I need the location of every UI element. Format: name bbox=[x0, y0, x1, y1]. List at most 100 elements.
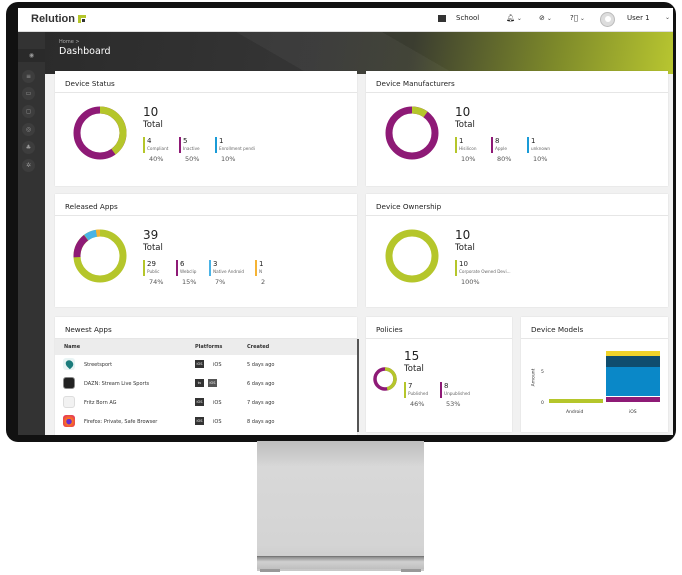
tvos-badge-icon: tv bbox=[195, 379, 204, 387]
y-tick-0: 0 bbox=[541, 401, 544, 406]
sidebar-item-apps[interactable]: ◻ bbox=[22, 105, 35, 118]
card-title: Device Manufacturers bbox=[366, 71, 668, 93]
released-apps-donut[interactable] bbox=[72, 228, 128, 284]
table-row[interactable]: DAZN: Stream Live Sports tv iOS 6 days a… bbox=[55, 374, 357, 393]
total-count: 10 bbox=[455, 105, 471, 119]
app-name: Fritz Born AG bbox=[84, 400, 117, 406]
devices-icon: ▭ bbox=[25, 90, 32, 97]
bar-android[interactable] bbox=[549, 399, 603, 403]
dashboard-icon: ◉ bbox=[28, 52, 35, 59]
legend-item-unpublished[interactable]: 8 Unpublished 53% bbox=[440, 382, 476, 408]
platform-text: iOS bbox=[213, 400, 222, 406]
breadcrumb[interactable]: Home > bbox=[59, 39, 80, 45]
chevron-down-icon: ⌄ bbox=[546, 14, 552, 22]
created-date: 6 days ago bbox=[247, 381, 275, 387]
chevron-down-icon: ⌄ bbox=[665, 14, 671, 21]
platform-text: iOS bbox=[213, 362, 222, 368]
legend-item-native-android[interactable]: 3 Native Android 7% bbox=[209, 260, 249, 286]
table-row[interactable]: Streetsport iOS iOS 5 days ago bbox=[55, 355, 357, 374]
monitor-stand-foot bbox=[257, 556, 424, 572]
top-bar: Relution School 🔔︎ ⌄ ⊘ ⌄ ?⃝ ⌄ User 1 ⌄ bbox=[18, 8, 673, 32]
building-icon bbox=[438, 14, 446, 22]
legend-item-enrollment[interactable]: 1 Enrollment pendi 10% bbox=[215, 137, 259, 163]
device-ownership-card: Device Ownership 10 Total 10 Corporate Ow… bbox=[366, 194, 668, 307]
user-name: User 1 bbox=[627, 14, 650, 22]
ios-badge-icon: iOS bbox=[195, 360, 204, 368]
device-manufacturers-card: Device Manufacturers 10 Total 1 Hisilicon… bbox=[366, 71, 668, 186]
policies-donut[interactable] bbox=[372, 366, 398, 392]
user-menu[interactable]: User 1 bbox=[627, 14, 650, 22]
bar-segment[interactable] bbox=[606, 351, 660, 356]
policies-card: Policies 15 Total 7 Published 46% 8 Unpubli… bbox=[366, 317, 512, 432]
total-label: Total bbox=[455, 243, 475, 253]
legend: 29 Public 74% 6 Webclip 15% 3 Native Android 7… bbox=[143, 260, 267, 286]
column-name[interactable]: Name bbox=[64, 344, 81, 350]
total-count: 15 bbox=[404, 349, 420, 363]
scrollbar[interactable] bbox=[357, 339, 359, 432]
legend-item-apple[interactable]: 8 Apple 80% bbox=[491, 137, 521, 163]
x-tick-ios: iOS bbox=[629, 410, 637, 415]
ios-badge-icon: iOS bbox=[195, 398, 204, 406]
device-ownership-donut[interactable] bbox=[384, 228, 440, 284]
notifications-menu[interactable]: 🔔︎ ⌄ bbox=[506, 14, 522, 22]
legend-item-unknown[interactable]: 1 unknown 10% bbox=[527, 137, 557, 163]
device-manufacturers-donut[interactable] bbox=[384, 105, 440, 161]
help-menu[interactable]: ?⃝ ⌄ bbox=[570, 14, 585, 22]
sidebar-item-list[interactable]: ≡ bbox=[22, 70, 35, 83]
apps-icon: ◻ bbox=[26, 108, 31, 115]
org-name: School bbox=[456, 14, 480, 22]
card-title: Newest Apps bbox=[55, 317, 357, 339]
card-title: Device Status bbox=[55, 71, 357, 93]
screen: Relution School 🔔︎ ⌄ ⊘ ⌄ ?⃝ ⌄ User 1 ⌄ bbox=[18, 8, 673, 435]
legend: 4 Compliant 40% 5 Inactive 50% 1 Enrollment p… bbox=[143, 137, 259, 163]
document-icon bbox=[63, 396, 75, 408]
legend-item-webclip[interactable]: 6 Webclip 15% bbox=[176, 260, 203, 286]
question-icon: ?⃝ bbox=[570, 14, 578, 22]
status-menu[interactable]: ⊘ ⌄ bbox=[539, 14, 552, 22]
bar-segment[interactable] bbox=[606, 367, 660, 396]
list-icon: ≡ bbox=[25, 73, 32, 80]
legend-item-hisilicon[interactable]: 1 Hisilicon 10% bbox=[455, 137, 485, 163]
legend-item-public[interactable]: 29 Public 74% bbox=[143, 260, 170, 286]
column-created[interactable]: Created bbox=[247, 344, 270, 350]
org-selector[interactable]: School bbox=[438, 14, 479, 22]
card-title: Policies bbox=[366, 317, 512, 339]
dazn-icon bbox=[63, 377, 75, 389]
total-label: Total bbox=[455, 120, 475, 130]
monitor-bezel: Relution School 🔔︎ ⌄ ⊘ ⌄ ?⃝ ⌄ User 1 ⌄ bbox=[6, 2, 676, 442]
x-tick-android: Android bbox=[566, 410, 584, 415]
table-row[interactable]: Fritz Born AG iOS iOS 7 days ago bbox=[55, 393, 357, 412]
app-name: Streetsport bbox=[84, 362, 113, 368]
bell-icon: 🔔︎ bbox=[506, 14, 515, 22]
device-status-donut[interactable] bbox=[72, 105, 128, 161]
legend-item-corporate-owned[interactable]: 10 Corporate Owned Devi... 100% bbox=[455, 260, 525, 286]
bar-ios[interactable] bbox=[606, 351, 660, 403]
card-title: Device Ownership bbox=[366, 194, 668, 216]
legend-item-inactive[interactable]: 5 Inactive 50% bbox=[179, 137, 209, 163]
device-models-card: Device Models Amount 5 0 Android iOS bbox=[521, 317, 668, 432]
bar-segment[interactable] bbox=[606, 397, 660, 402]
sidebar-item-users[interactable]: ♣ bbox=[22, 141, 35, 154]
logo-text: Relution bbox=[31, 13, 75, 25]
total-count: 10 bbox=[143, 105, 159, 119]
legend-item-compliant[interactable]: 4 Compliant 40% bbox=[143, 137, 173, 163]
sidebar-item-dashboard[interactable]: ◉ bbox=[18, 49, 45, 62]
ios-badge-icon: iOS bbox=[195, 417, 204, 425]
column-platforms[interactable]: Platforms bbox=[195, 344, 223, 350]
sidebar-item-devices[interactable]: ▭ bbox=[22, 87, 35, 100]
legend-item-published[interactable]: 7 Published 46% bbox=[404, 382, 434, 408]
created-date: 5 days ago bbox=[247, 362, 275, 368]
check-circle-icon: ⊘ bbox=[539, 14, 545, 22]
page-title: Dashboard bbox=[59, 46, 111, 57]
table-row[interactable]: Firefox: Private, Safe Browser iOS iOS 8… bbox=[55, 412, 357, 431]
sidebar-item-policies[interactable]: ◎ bbox=[22, 123, 35, 136]
sidebar: ◉ ≡ ▭ ◻ ◎ ♣ ✲ bbox=[18, 32, 45, 435]
relution-logo[interactable]: Relution bbox=[31, 13, 86, 25]
sidebar-item-settings[interactable]: ✲ bbox=[22, 159, 35, 172]
map-pin-icon bbox=[63, 358, 75, 370]
avatar[interactable] bbox=[600, 12, 615, 27]
created-date: 7 days ago bbox=[247, 400, 275, 406]
user-menu-chevron[interactable]: ⌄ bbox=[665, 14, 670, 21]
bar-segment[interactable] bbox=[606, 356, 660, 367]
